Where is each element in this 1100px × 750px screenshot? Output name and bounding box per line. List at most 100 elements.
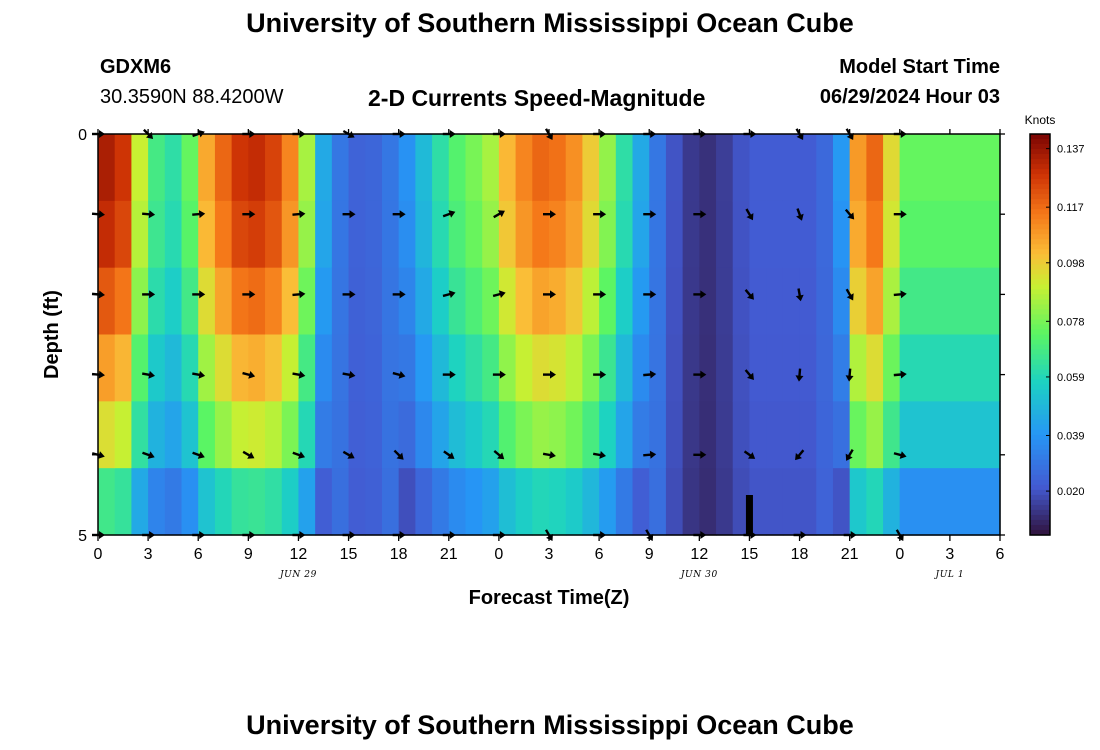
heatmap-cell <box>866 401 884 469</box>
heatmap-cell <box>582 134 600 202</box>
heatmap-cell <box>298 334 316 402</box>
heatmap-cell <box>98 267 116 336</box>
x-tick-label: 21 <box>440 546 458 563</box>
current-vector-arrow <box>443 450 455 459</box>
current-vector-arrow <box>242 290 256 299</box>
heatmap-cell <box>465 468 483 536</box>
current-vector-arrow <box>593 210 607 219</box>
heatmap-cell <box>281 134 300 202</box>
heatmap-cell <box>615 468 634 536</box>
heatmap-cell <box>649 200 667 269</box>
heatmap-cell <box>899 468 1000 536</box>
station-coords: 30.3590N 88.4200W <box>100 86 284 108</box>
heatmap-cell <box>632 468 650 536</box>
heatmap-cell <box>849 200 867 269</box>
colorbar-segment <box>1030 244 1050 250</box>
heatmap-cell <box>365 401 383 469</box>
colorbar-segment <box>1030 309 1050 316</box>
heatmap-cell <box>565 134 584 202</box>
heatmap-cell <box>415 334 433 402</box>
heatmap-cell <box>248 401 266 469</box>
current-vector-arrow <box>845 368 854 382</box>
current-vector-arrow <box>543 290 556 299</box>
heatmap-cell <box>632 200 650 269</box>
heatmap-cell <box>582 334 600 402</box>
heatmap-cell <box>565 401 584 469</box>
heatmap-cell <box>498 134 517 202</box>
heatmap-cell <box>883 134 901 202</box>
heatmap-cell <box>899 134 1000 202</box>
heatmap-cell <box>532 334 550 402</box>
heatmap-cell <box>214 267 233 336</box>
current-vector-arrow <box>693 370 707 379</box>
colorbar-segment <box>1030 289 1050 295</box>
heatmap-cell <box>231 334 249 402</box>
heatmap-cell <box>515 134 533 202</box>
heatmap-cell <box>515 200 533 269</box>
current-vector-arrow <box>845 288 854 301</box>
heatmap-cell <box>766 334 784 402</box>
current-vector-arrow <box>893 210 907 219</box>
current-vector-arrow <box>192 210 206 219</box>
heatmap-cell <box>899 401 1000 469</box>
heatmap-cell <box>181 334 199 402</box>
heatmap-cell <box>465 134 483 202</box>
colorbar-segment <box>1030 354 1050 361</box>
heatmap-cell <box>749 334 767 402</box>
heatmap-cell <box>615 200 634 269</box>
colorbar-segment <box>1030 519 1050 526</box>
heatmap-cell <box>549 334 567 402</box>
heatmap-cell <box>381 134 400 202</box>
colorbar-segment <box>1030 514 1050 521</box>
model-start-value: 06/29/2024 Hour 03 <box>819 86 1000 108</box>
colorbar-segment <box>1030 254 1050 260</box>
colorbar-segment <box>1030 249 1050 255</box>
colorbar-segment <box>1030 169 1050 175</box>
heatmap-cell <box>716 134 734 202</box>
heatmap-cell <box>782 468 801 536</box>
heatmap-cell <box>632 134 650 202</box>
current-vector-arrow <box>693 290 707 299</box>
colorbar-segment <box>1030 334 1050 341</box>
heatmap-cell <box>599 468 617 536</box>
heatmap-cell <box>532 200 550 269</box>
heatmap-cell <box>398 334 416 402</box>
x-tick-label: 6 <box>996 546 1005 563</box>
heatmap-cell <box>265 401 283 469</box>
current-vector-arrow <box>893 290 907 299</box>
heatmap-cell <box>749 401 767 469</box>
heatmap-cell <box>716 334 734 402</box>
colorbar-segment <box>1030 424 1050 431</box>
colorbar-segment <box>1030 294 1050 301</box>
heatmap-cell <box>148 267 166 336</box>
current-vector-arrow <box>845 449 854 461</box>
colorbar-segment <box>1030 489 1050 496</box>
heatmap-cell <box>799 134 817 202</box>
colorbar-segment <box>1030 524 1050 531</box>
heatmap-cell <box>532 401 550 469</box>
heatmap-cell <box>365 334 383 402</box>
heatmap-cell <box>214 134 233 202</box>
colorbar-segment <box>1030 144 1050 150</box>
heatmap-cell <box>816 134 834 202</box>
current-vector-arrow <box>292 451 306 459</box>
heatmap-cell <box>164 401 183 469</box>
heatmap-cell <box>448 267 467 336</box>
heatmap-cell <box>198 468 216 536</box>
heatmap-cell <box>532 134 550 202</box>
heatmap-cell <box>699 468 717 536</box>
heatmap-cell <box>432 468 450 536</box>
heatmap-cell <box>248 468 266 536</box>
heatmap-cell <box>665 200 684 269</box>
x-tick-label: 9 <box>645 546 654 563</box>
heatmap-cell <box>716 468 734 536</box>
colorbar-segment <box>1030 359 1050 366</box>
heatmap-cell <box>682 200 700 269</box>
current-vector-arrow <box>142 451 155 459</box>
heatmap-cell <box>114 134 133 202</box>
heatmap-cell <box>281 468 300 536</box>
colorbar-segment <box>1030 304 1050 311</box>
heatmap-cell <box>782 267 801 336</box>
colorbar-segment <box>1030 139 1050 145</box>
